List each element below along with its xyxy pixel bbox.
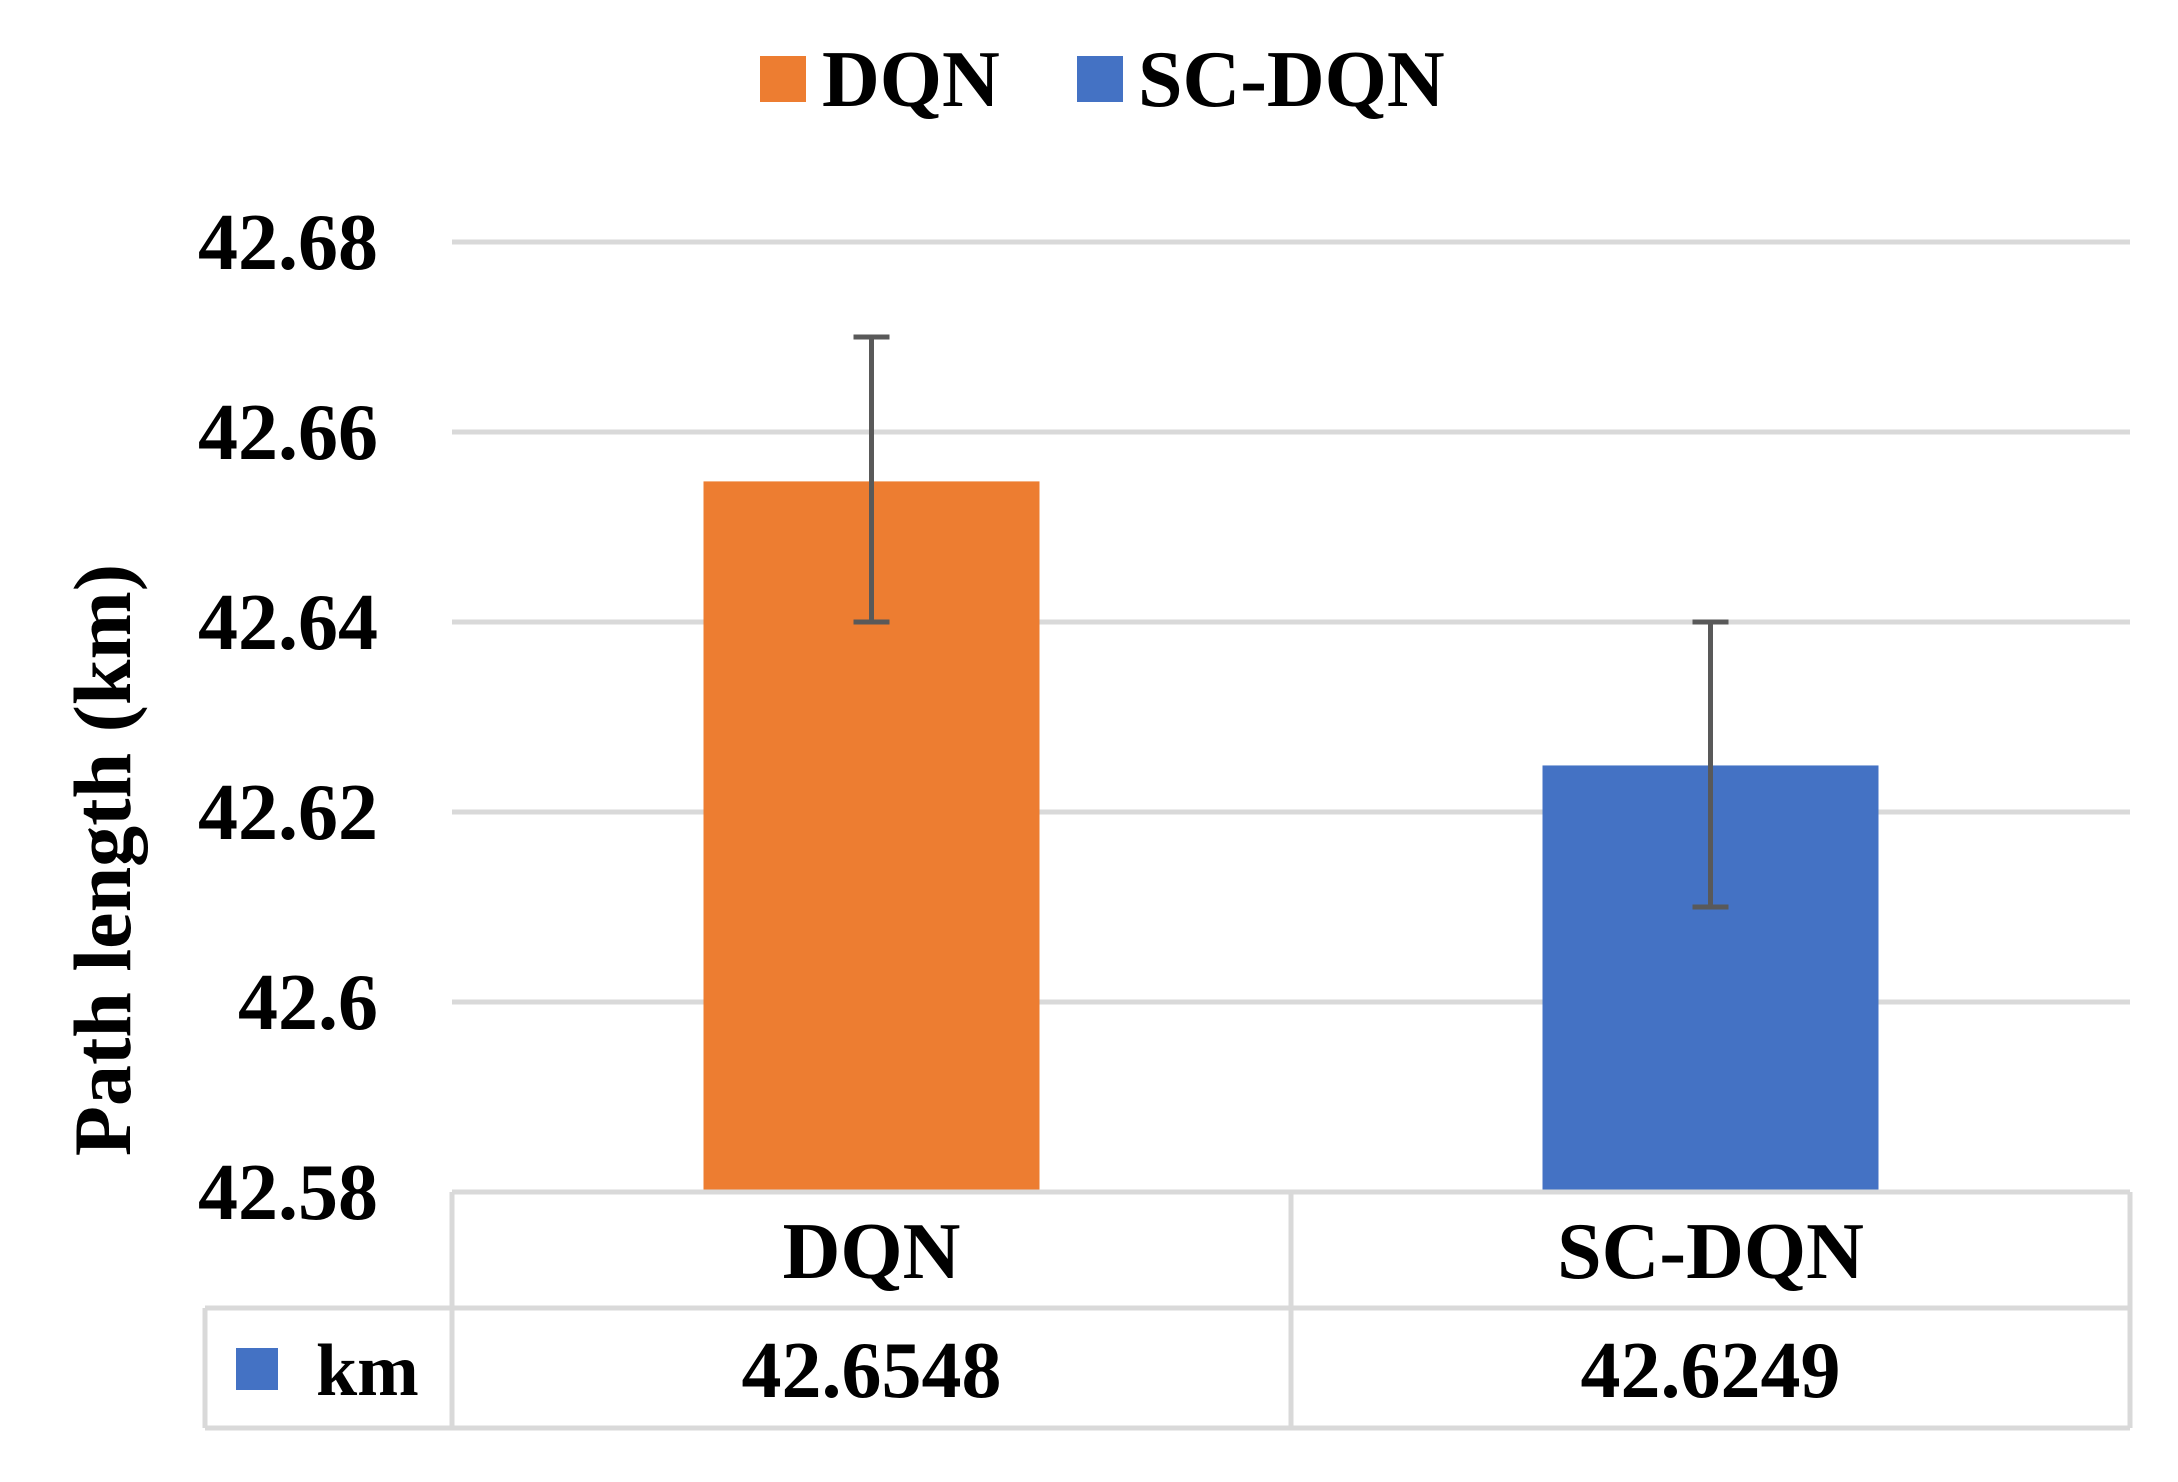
y-tick-label: 42.6 (238, 959, 378, 1047)
table-value-dqn: 42.6548 (742, 1327, 1002, 1415)
y-tick-label: 42.58 (198, 1149, 378, 1237)
legend: DQN SC-DQN (760, 36, 1445, 124)
table-grid-lines (202, 1189, 2133, 1431)
legend-label-sc-dqn: SC-DQN (1138, 36, 1445, 124)
category-label-dqn: DQN (783, 1208, 961, 1296)
bars (703, 481, 1879, 1192)
y-axis-ticks: 42.58 42.6 42.62 42.64 42.66 42.68 (198, 199, 378, 1237)
category-label-sc-dqn: SC-DQN (1557, 1208, 1864, 1296)
y-tick-label: 42.64 (198, 579, 378, 667)
y-axis-label: Path length (km) (57, 564, 148, 1156)
legend-label-dqn: DQN (822, 36, 1000, 124)
y-tick-label: 42.66 (198, 389, 378, 477)
legend-swatch-dqn (760, 56, 806, 102)
table-value-sc-dqn: 42.6249 (1581, 1327, 1841, 1415)
legend-swatch-sc-dqn (1077, 56, 1123, 102)
error-bars (853, 334, 1729, 910)
table-series-swatch (236, 1348, 278, 1390)
table-series-label: km (316, 1330, 419, 1412)
data-table: DQN SC-DQN km 42.6548 42.6249 (202, 1189, 2133, 1431)
y-tick-label: 42.68 (198, 199, 378, 287)
y-tick-label: 42.62 (198, 769, 378, 857)
